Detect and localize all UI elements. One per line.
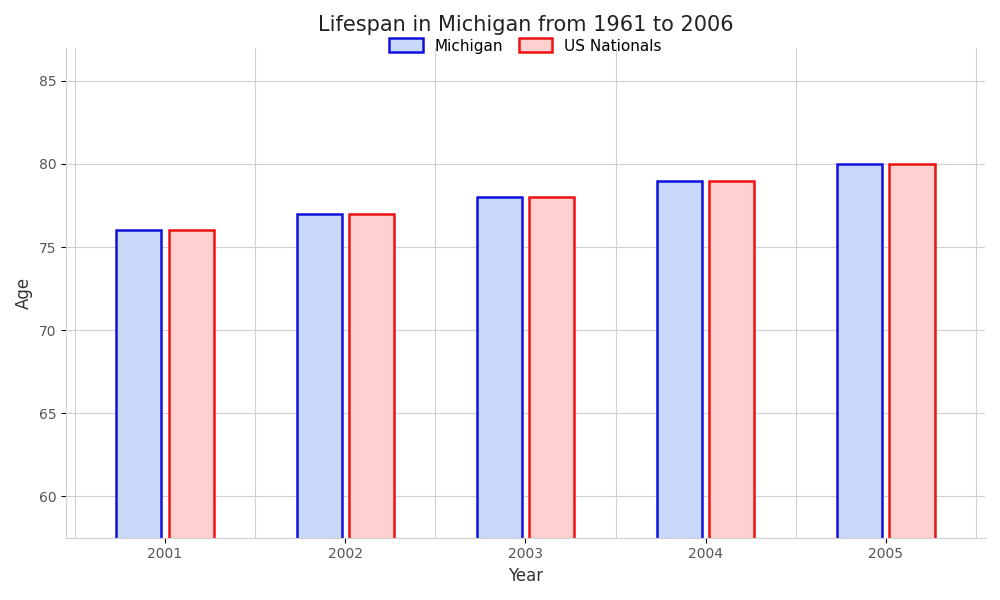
Bar <box>657 181 702 600</box>
Bar <box>297 214 342 600</box>
X-axis label: Year: Year <box>508 567 543 585</box>
Title: Lifespan in Michigan from 1961 to 2006: Lifespan in Michigan from 1961 to 2006 <box>318 15 733 35</box>
Bar <box>477 197 522 600</box>
Bar <box>116 230 161 600</box>
Bar <box>837 164 882 600</box>
Y-axis label: Age: Age <box>15 277 33 309</box>
Bar <box>889 164 935 600</box>
Bar <box>709 181 754 600</box>
Bar <box>529 197 574 600</box>
Legend: Michigan, US Nationals: Michigan, US Nationals <box>381 31 670 61</box>
Bar <box>349 214 394 600</box>
Bar <box>169 230 214 600</box>
